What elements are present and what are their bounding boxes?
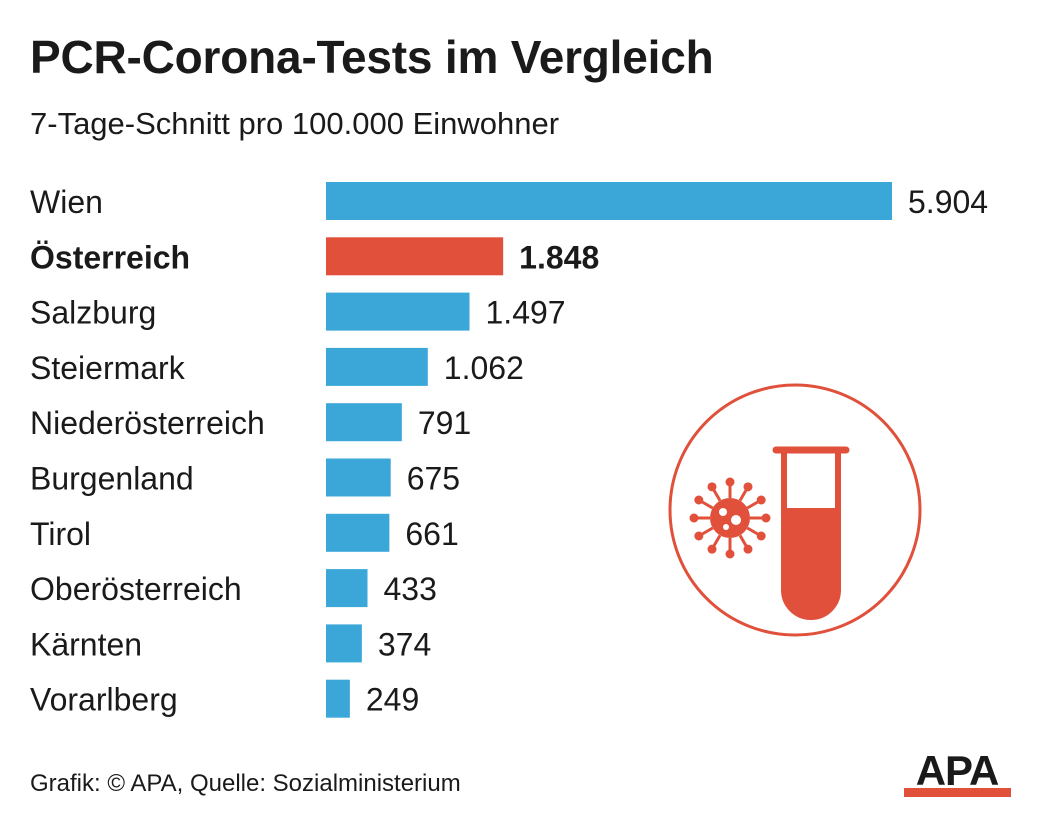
category-label: Tirol: [30, 516, 91, 552]
category-label: Niederösterreich: [30, 405, 265, 441]
category-label: Burgenland: [30, 461, 194, 497]
apa-logo-text: APA: [916, 748, 999, 794]
bar-row: Wien 5.904: [30, 182, 988, 220]
category-label: Oberösterreich: [30, 571, 242, 607]
value-label: 791: [418, 405, 471, 441]
apa-logo-bar: [904, 788, 1011, 797]
bar: [326, 237, 504, 276]
category-label: Steiermark: [30, 350, 186, 386]
value-label: 374: [378, 626, 431, 662]
bar: [326, 182, 892, 220]
value-label: 433: [384, 571, 437, 607]
category-label: Österreich: [30, 239, 190, 275]
bar-row: Steiermark 1.062: [30, 347, 524, 386]
bar-row: Tirol 661: [30, 513, 459, 552]
value-label: 249: [366, 682, 419, 718]
bar: [326, 513, 390, 552]
category-label: Kärnten: [30, 626, 142, 662]
virus-test-tube-icon: [668, 383, 922, 637]
source-note: Grafik: © APA, Quelle: Sozialministerium: [30, 770, 461, 797]
bar: [326, 347, 428, 386]
value-label: 5.904: [908, 184, 988, 220]
bar: [326, 458, 391, 497]
virus-icon: [689, 477, 771, 559]
chart-title: PCR-Corona-Tests im Vergleich: [30, 31, 714, 83]
bar: [326, 403, 402, 442]
bar-row: Vorarlberg 249: [30, 679, 419, 718]
value-label: 1.497: [486, 295, 566, 331]
value-label: 661: [405, 516, 458, 552]
bar-row: Niederösterreich 791: [30, 403, 471, 442]
bar-row: Oberösterreich 433: [30, 569, 437, 608]
bar: [326, 624, 362, 663]
bar: [326, 569, 368, 608]
bar: [326, 679, 350, 718]
bar-rows: Wien 5.904 Österreich 1.848 Salzburg 1.497 Ste…: [30, 182, 988, 718]
bar-row: Burgenland 675: [30, 458, 460, 497]
chart-subtitle: 7-Tage-Schnitt pro 100.000 Einwohner: [30, 106, 560, 141]
bar-row: Salzburg 1.497: [30, 292, 566, 331]
apa-logo: APA: [904, 748, 1011, 797]
bar-row: Kärnten 374: [30, 624, 431, 663]
category-label: Vorarlberg: [30, 682, 178, 718]
value-label: 1.848: [519, 239, 599, 275]
test-tube-icon: [772, 446, 850, 620]
bar-row: Österreich 1.848: [30, 237, 599, 276]
bar: [326, 292, 470, 331]
value-label: 675: [407, 461, 460, 497]
category-label: Salzburg: [30, 295, 156, 331]
category-label: Wien: [30, 184, 103, 220]
value-label: 1.062: [444, 350, 524, 386]
bar-chart: Wien 5.904 Österreich 1.848 Salzburg 1.497 Ste…: [30, 182, 988, 718]
